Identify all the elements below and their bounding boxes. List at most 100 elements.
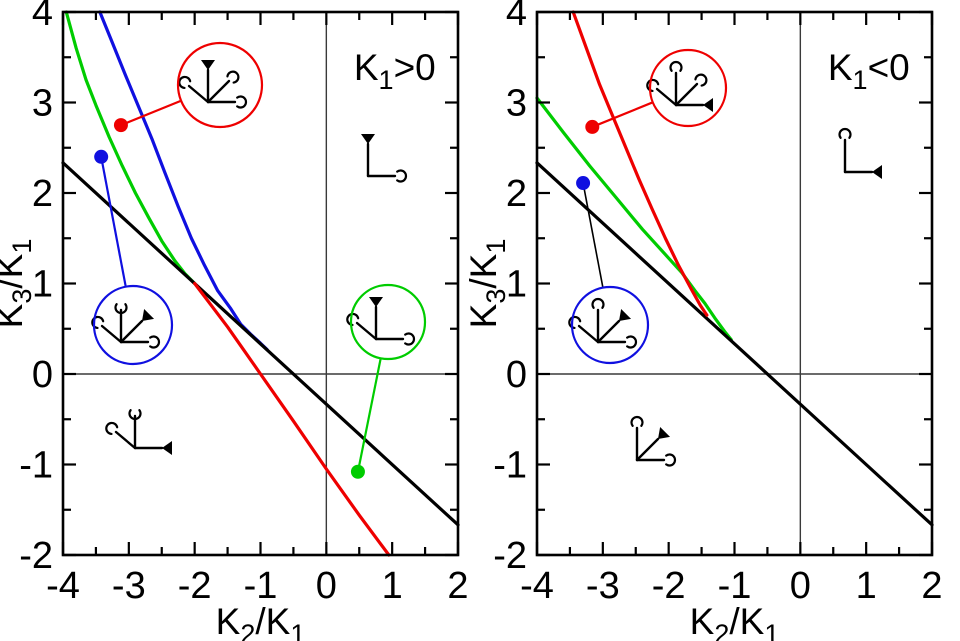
label-part: 1 xyxy=(853,65,868,95)
glyph-hook-upright xyxy=(226,70,240,84)
glyph-hook-up xyxy=(838,127,852,139)
x-tick-label: 2 xyxy=(921,565,942,607)
curve-black-boundary xyxy=(61,161,460,527)
glyph-minimum-ball-right xyxy=(162,441,172,455)
curve-green-boundary xyxy=(64,10,197,286)
region-config-bottom-left-icon xyxy=(105,409,172,455)
green-circled-config-icon xyxy=(349,283,427,361)
x-tick-label: -1 xyxy=(718,565,752,607)
curve-red-boundary xyxy=(193,281,391,557)
icon-circle-fill xyxy=(572,287,648,363)
y-tick-label: 4 xyxy=(506,0,527,34)
glyph-leg-upleft xyxy=(655,87,678,107)
label-part: /K xyxy=(729,601,764,641)
glyph-leg-upright xyxy=(596,319,621,344)
label-part: 2 xyxy=(714,619,729,641)
label-part: 1 xyxy=(764,619,779,641)
glyph-hook-right xyxy=(236,95,248,109)
label-part: K xyxy=(0,303,30,328)
y-tick-label: -2 xyxy=(19,535,53,577)
y-tick-label: -2 xyxy=(493,535,527,577)
x-tick-label: -1 xyxy=(244,565,278,607)
y-tick-label: 0 xyxy=(32,354,53,396)
label-part: K xyxy=(463,303,504,328)
label-part: K xyxy=(690,601,715,641)
y-tick-label: 2 xyxy=(32,173,53,215)
curve-red-boundary xyxy=(571,10,709,317)
glyph-leg-upleft xyxy=(100,324,123,344)
y-tick-label: 2 xyxy=(506,173,527,215)
icon-circle-fill xyxy=(94,286,172,364)
glyph-minimum-ball-upright xyxy=(142,308,155,321)
y-tick-label: 1 xyxy=(32,264,53,306)
y-axis-title: K3/K1 xyxy=(463,239,511,329)
label-part: /K xyxy=(463,253,504,288)
label-part: K xyxy=(354,47,379,88)
label-part: /K xyxy=(255,601,290,641)
condition-label: K1<0 xyxy=(828,47,910,95)
icon-circle-fill xyxy=(351,285,425,359)
y-tick-label: 3 xyxy=(32,83,53,125)
glyph-hook-right xyxy=(404,332,416,346)
glyph-leg-upleft xyxy=(187,84,210,104)
label-part: 1 xyxy=(290,619,305,641)
y-tick-label: 0 xyxy=(506,354,527,396)
blue-circled-config-icon xyxy=(570,285,650,365)
glyph-hook-up xyxy=(630,415,644,427)
curve-black-boundary xyxy=(535,161,934,527)
x-tick-label: -2 xyxy=(652,565,686,607)
region-config-bottom-middle-icon xyxy=(630,415,677,467)
label-part: 3 xyxy=(7,289,37,304)
plot-border xyxy=(535,10,934,557)
x-tick-label: -2 xyxy=(178,565,212,607)
glyph-leg-upright xyxy=(635,437,660,462)
label-part: 2 xyxy=(240,619,255,641)
label-part: 1 xyxy=(7,239,37,254)
x-tick-label: 1 xyxy=(856,565,877,607)
label-part: 1 xyxy=(481,239,511,254)
x-tick-label: 0 xyxy=(316,565,337,607)
glyph-hook-right xyxy=(665,453,677,467)
glyph-minimum-ball-up xyxy=(201,60,215,70)
region-dot-red xyxy=(585,119,600,134)
y-tick-label: -1 xyxy=(493,445,527,487)
glyph-hook-right xyxy=(149,335,161,349)
blue-circled-config-icon xyxy=(92,284,174,366)
label-part: 3 xyxy=(481,289,511,304)
glyph-minimum-ball-right xyxy=(703,98,713,112)
red-circled-config-icon xyxy=(176,41,264,129)
y-axis-title: K3/K1 xyxy=(0,239,37,329)
region-dot-red xyxy=(113,118,128,133)
x-tick-label: -4 xyxy=(46,565,80,607)
glyph-hook-up xyxy=(669,60,683,72)
label-part: <0 xyxy=(868,47,910,88)
glyph-fork-up xyxy=(128,409,142,421)
glyph-minimum-ball-up xyxy=(369,297,383,307)
pointer-line-red-circled-config xyxy=(120,99,182,127)
glyph-minimum-ball-upright xyxy=(658,426,671,439)
y-tick-label: -1 xyxy=(19,445,53,487)
glyph-minimum-ball-up xyxy=(361,134,375,144)
label-part: >0 xyxy=(394,47,436,88)
glyph-fork-up xyxy=(114,303,128,315)
region-config-top-right-icon xyxy=(838,127,882,179)
glyph-leg-upright xyxy=(674,82,699,107)
glyph-hook-upleft xyxy=(105,421,119,436)
glyph-hook-upleft xyxy=(346,312,360,327)
red-circled-config-icon xyxy=(648,48,728,128)
glyph-leg-upleft xyxy=(577,324,600,344)
glyph-leg-upleft xyxy=(114,430,137,450)
x-axis-title: K2/K1 xyxy=(216,601,306,641)
region-dot-blue xyxy=(94,149,109,164)
glyph-leg-upleft xyxy=(355,321,378,341)
glyph-hook-up xyxy=(591,297,605,309)
region-dot-green xyxy=(350,464,365,479)
glyph-leg-upright xyxy=(206,79,231,104)
x-tick-label: -3 xyxy=(586,565,620,607)
glyph-leg-upright xyxy=(119,319,144,344)
glyph-hook-upright xyxy=(694,73,708,87)
